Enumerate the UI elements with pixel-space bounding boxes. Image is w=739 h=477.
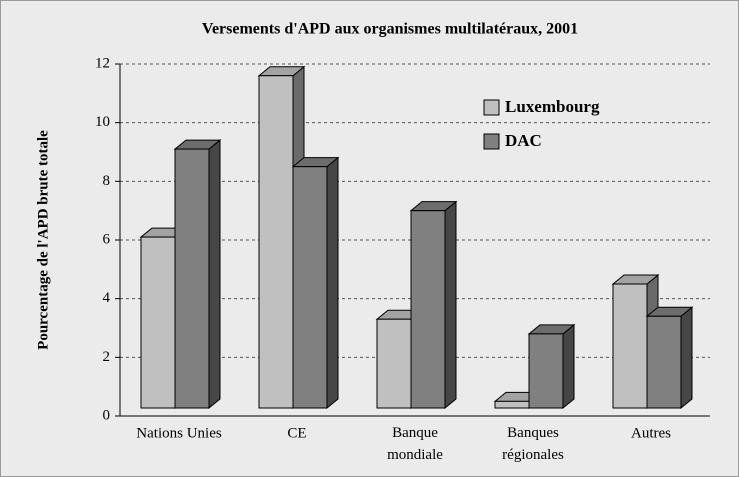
bar-face [326,156,339,410]
bar-face [410,210,446,409]
bar-face [292,166,328,409]
bar-face [528,333,564,409]
y-tick-label: 6 [103,231,111,247]
bar-face [646,315,682,409]
bar [645,306,694,410]
x-tick-label: CE [287,425,306,441]
legend-label: DAC [505,131,542,150]
x-tick-label: Autres [631,425,671,441]
y-tick-label: 2 [103,349,111,365]
bar-face [612,283,648,409]
bar-face [562,323,575,410]
bar-face [376,318,412,409]
legend-swatch [483,133,500,150]
x-tick-label: Banques régionales [502,425,564,463]
bar-face [208,139,221,410]
chart-title: Versements d'APD aux organismes multilat… [202,21,578,38]
y-tick-label: 8 [103,173,111,189]
bar-face [140,236,176,409]
bar-face [258,75,294,409]
y-tick-label: 0 [103,407,111,423]
bar-face [174,148,210,409]
y-axis-title: Pourcentage de l'APD brute totale [35,130,51,350]
y-tick-label: 12 [95,55,110,71]
y-tick-label: 10 [95,114,110,130]
legend-swatch [483,99,500,116]
bar-face [494,400,530,409]
x-tick-label: Banque mondiale [387,425,443,463]
y-tick-label: 4 [103,290,111,306]
bar-face [680,306,693,410]
x-tick-label: Nations Unies [136,425,222,441]
legend-label: Luxembourg [505,97,600,116]
bar [409,200,458,410]
bar [291,156,340,410]
bar-face [444,200,457,410]
bar [173,139,222,410]
bar [527,323,576,410]
